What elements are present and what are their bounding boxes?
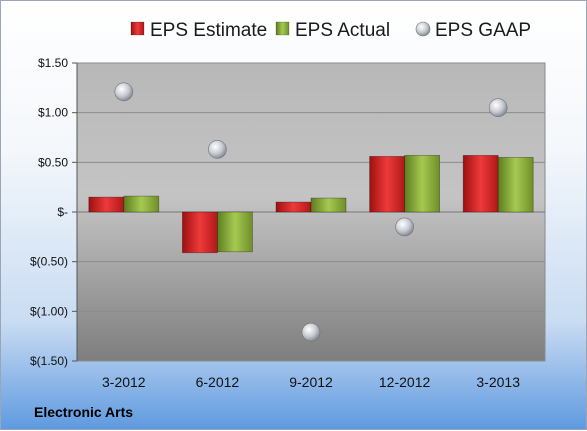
point-eps-gaap [301, 322, 321, 342]
y-tick-label: $(0.50) [30, 255, 68, 269]
gridlines [77, 62, 545, 362]
legend-swatch [130, 21, 145, 36]
chart-caption: Electronic Arts [34, 404, 133, 420]
y-tick-label: $(1.00) [30, 304, 68, 318]
y-tick-label: $(1.50) [30, 354, 68, 368]
point-eps-gaap [208, 140, 227, 159]
point-eps-gaap [395, 217, 414, 237]
bar-eps-estimate [181, 211, 218, 254]
y-tick-label: $0.50 [38, 155, 68, 169]
bar-eps-estimate [275, 201, 312, 213]
x-tick-label: 3-2013 [476, 374, 520, 390]
point-eps-gaap [114, 82, 134, 102]
x-tick-label: 6-2012 [196, 374, 240, 390]
bar-eps-actual [404, 154, 441, 213]
point-eps-gaap [488, 98, 508, 117]
x-tick-label: 12-2012 [379, 374, 431, 390]
y-tick-label: $1.50 [38, 56, 68, 70]
bar-eps-actual [497, 156, 534, 213]
legend-label: EPS GAAP [435, 20, 531, 41]
bar-eps-estimate [462, 154, 499, 213]
bar-eps-estimate [369, 155, 406, 213]
x-tick-label: 3-2012 [102, 374, 146, 390]
bar-eps-actual [123, 195, 160, 213]
legend-label: EPS Estimate [150, 20, 267, 41]
legend-swatch [275, 21, 290, 36]
legend-label: EPS Actual [295, 20, 390, 41]
bars [88, 154, 534, 254]
y-tick-label: $1.00 [38, 106, 68, 120]
x-tick-label: 9-2012 [289, 374, 333, 390]
legend: EPS Estimate EPS Actual EPS GAAP [130, 20, 531, 41]
bar-eps-actual [216, 211, 253, 253]
y-tick-label: $- [57, 205, 68, 219]
x-axis: 3-2012 6-2012 9-2012 12-2012 3-2013 [102, 374, 520, 390]
legend-swatch [415, 21, 431, 37]
bar-eps-actual [310, 197, 347, 213]
gaap-points [114, 82, 508, 342]
bar-eps-estimate [88, 196, 125, 213]
